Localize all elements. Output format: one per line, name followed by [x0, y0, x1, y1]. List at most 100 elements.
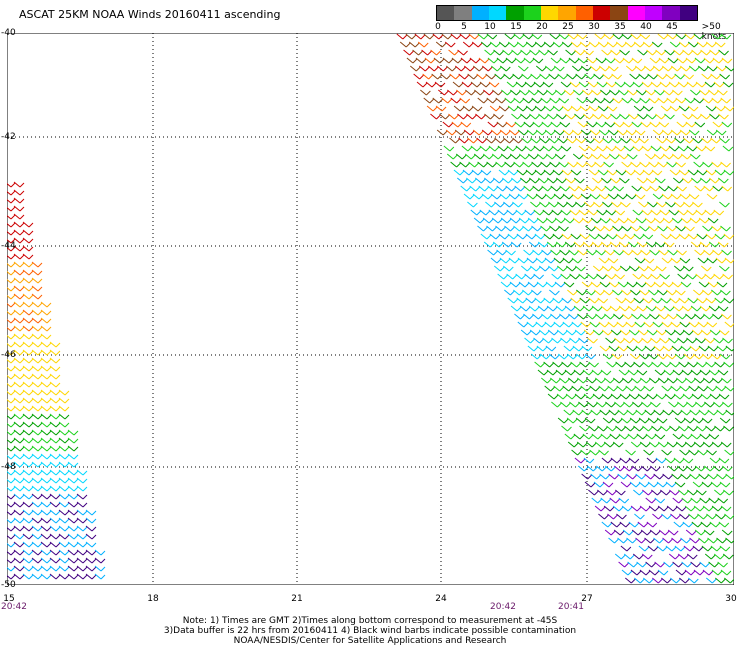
- wind-barb: [599, 345, 611, 352]
- wind-barb: [602, 353, 614, 360]
- wind-barb: [679, 449, 690, 456]
- wind-barb: [587, 209, 599, 216]
- wind-barb: [548, 353, 560, 360]
- wind-barb: [588, 297, 600, 304]
- wind-barb: [673, 265, 685, 272]
- wind-barb: [502, 49, 513, 56]
- wind-barb: [651, 489, 662, 496]
- wind-barb: [40, 333, 52, 340]
- wind-barb: [696, 489, 707, 496]
- wind-barb: [621, 569, 633, 576]
- wind-barb: [486, 33, 498, 40]
- wind-barb: [557, 417, 569, 424]
- wind-barb: [722, 337, 733, 344]
- wind-barb: [58, 533, 70, 540]
- wind-barb: [596, 81, 608, 88]
- wind-barb: [497, 209, 509, 216]
- wind-barb: [674, 73, 685, 80]
- wind-barb: [650, 273, 661, 280]
- wind-barb: [635, 217, 647, 224]
- wind-barb: [704, 337, 715, 344]
- wind-barb: [430, 113, 441, 120]
- wind-barb: [671, 281, 683, 288]
- wind-barb: [535, 65, 547, 72]
- wind-barb: [423, 97, 435, 104]
- wind-barb: [13, 509, 25, 516]
- wind-barb: [661, 385, 673, 392]
- wind-barb: [516, 105, 528, 112]
- wind-barb: [495, 97, 507, 104]
- wind-barb: [611, 73, 622, 80]
- wind-barb: [687, 425, 698, 432]
- wind-barb: [703, 313, 714, 320]
- wind-barb: [568, 249, 579, 256]
- wind-barb: [499, 193, 511, 200]
- wind-barb: [661, 513, 672, 520]
- wind-barb: [586, 313, 597, 320]
- wind-barb: [570, 41, 582, 48]
- wind-barb: [666, 289, 677, 296]
- wind-barb: [632, 337, 643, 344]
- wind-barb: [94, 565, 106, 572]
- wind-barb: [7, 358, 16, 364]
- wind-barb: [563, 345, 575, 352]
- wind-barb: [656, 481, 668, 488]
- wind-barb: [725, 537, 734, 544]
- wind-barb: [552, 41, 564, 48]
- wind-barb: [589, 193, 601, 200]
- wind-barb: [661, 129, 673, 136]
- wind-barb: [464, 153, 476, 160]
- note-line-1: Note: 1) Times are GMT 2)Times along bot…: [182, 616, 558, 626]
- wind-barb: [40, 389, 52, 396]
- wind-barb: [58, 509, 70, 516]
- wind-barb: [519, 177, 531, 184]
- footnotes: Note: 1) Times are GMT 2)Times along bot…: [0, 616, 740, 646]
- note-line-2: 3)Data buffer is 22 hrs from 20160411 4)…: [163, 626, 577, 636]
- wind-barb: [599, 473, 610, 480]
- wind-barb: [510, 89, 521, 96]
- lat-label-48: -48: [1, 462, 16, 472]
- wind-barb: [447, 89, 458, 96]
- wind-barb: [703, 249, 714, 256]
- wind-barb: [605, 145, 617, 152]
- wind-barb: [58, 405, 70, 412]
- wind-barb: [704, 81, 716, 88]
- wind-barb: [22, 533, 34, 540]
- wind-barb: [627, 369, 639, 376]
- wind-barb: [22, 357, 34, 364]
- wind-barb: [683, 73, 694, 80]
- wind-barb: [556, 329, 568, 336]
- wind-barb: [628, 113, 639, 120]
- wind-barb: [695, 273, 706, 280]
- wind-barb: [31, 557, 43, 564]
- wind-barb: [450, 161, 461, 168]
- wind-barb: [608, 345, 620, 352]
- wind-barb: [76, 477, 88, 484]
- wind-barb: [67, 461, 79, 468]
- wind-barb: [657, 161, 668, 168]
- wind-barb: [596, 401, 607, 408]
- wind-barb: [31, 373, 43, 380]
- wind-barb: [548, 201, 559, 208]
- wind-barb: [642, 233, 654, 240]
- wind-barb: [605, 337, 616, 344]
- wind-barb: [506, 81, 518, 88]
- wind-barb: [58, 549, 70, 556]
- wind-barb: [31, 389, 43, 396]
- wind-barb: [702, 289, 713, 296]
- wind-barb: [692, 137, 703, 144]
- wind-barb: [617, 345, 629, 352]
- wind-barb: [715, 129, 727, 136]
- wind-barb: [413, 73, 424, 80]
- wind-barb: [420, 89, 431, 96]
- wind-barb: [576, 161, 587, 168]
- wind-barb: [616, 129, 628, 136]
- wind-barb: [596, 209, 608, 216]
- wind-barb: [40, 397, 52, 404]
- wind-barb: [7, 278, 16, 284]
- wind-barb: [67, 565, 79, 572]
- wind-barb: [58, 429, 70, 436]
- lat-label-40: -40: [1, 28, 16, 38]
- wind-barb: [442, 121, 454, 128]
- wind-barb: [714, 297, 726, 304]
